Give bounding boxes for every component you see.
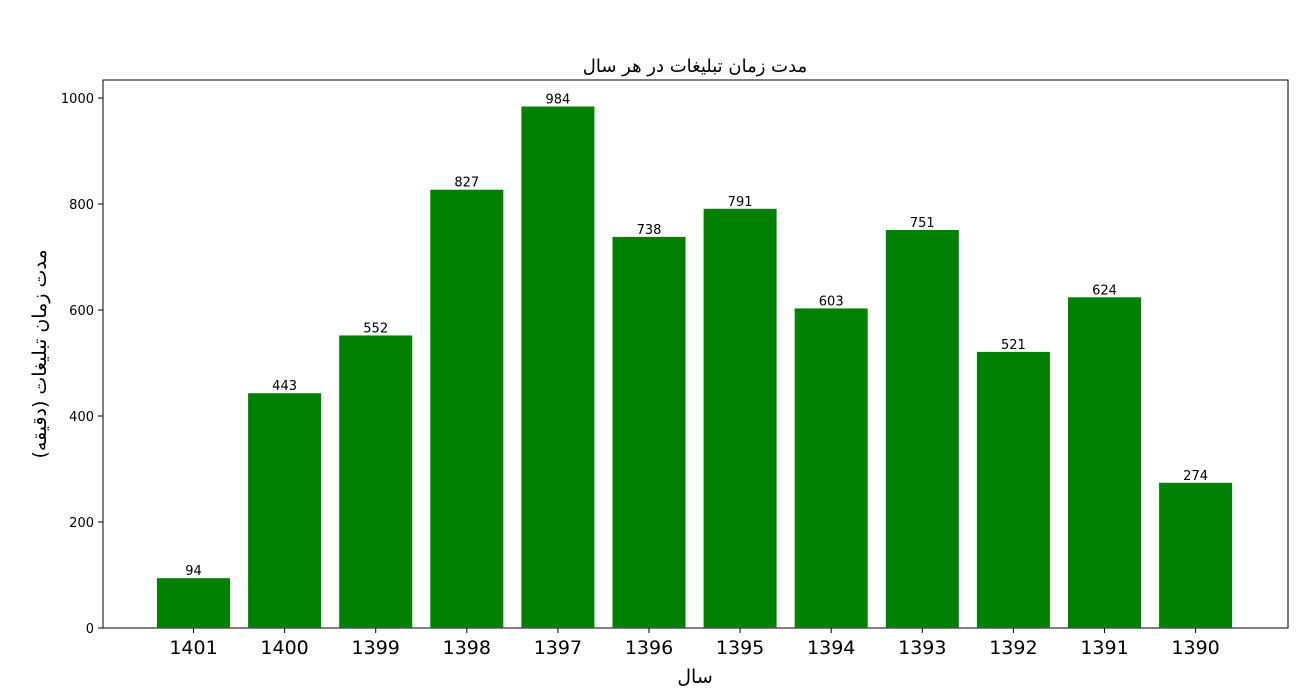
x-tick-label: 1400 — [260, 637, 308, 659]
bar-1401 — [157, 578, 230, 628]
y-tick-label: 800 — [69, 198, 94, 213]
bar-value-label: 521 — [1001, 338, 1026, 353]
bar-value-label: 603 — [819, 294, 844, 309]
bar-value-label: 984 — [545, 92, 570, 107]
x-tick-label: 1395 — [716, 637, 764, 659]
bar-1393 — [885, 229, 959, 628]
x-tick-label: 1399 — [352, 637, 400, 659]
y-tick-label: 0 — [86, 622, 94, 637]
y-tick-label: 1000 — [61, 92, 94, 107]
bar-1391 — [1068, 297, 1141, 628]
x-tick-label: 1391 — [1080, 637, 1128, 659]
x-tick-label: 1393 — [898, 637, 946, 659]
bar-1396 — [612, 236, 686, 628]
bar-value-label: 791 — [728, 195, 753, 210]
x-tick-label: 1398 — [443, 637, 491, 659]
x-tick-label: 1390 — [1171, 637, 1219, 659]
bar-value-label: 624 — [1092, 283, 1117, 298]
x-axis-label: سال — [677, 666, 713, 688]
x-tick-label: 1397 — [534, 637, 582, 659]
bar-1390 — [1159, 482, 1233, 628]
y-axis: 0 200 400 600 800 1000 — [61, 92, 103, 637]
x-axis: 1401 1400 1399 1398 1397 1396 1395 1394 1393 1392… — [169, 628, 1220, 659]
bar-1397 — [521, 106, 595, 629]
bar-value-label: 738 — [637, 223, 662, 238]
x-tick-label: 1392 — [989, 637, 1037, 659]
chart-title: مدت زمان تبلیغات در هر سال — [583, 56, 807, 77]
bar-labels: 94 443 552 827 984 738 791 603 751 521 624 274 — [185, 92, 1208, 579]
bar-value-label: 552 — [363, 321, 388, 336]
bar-value-label: 274 — [1183, 469, 1208, 484]
y-axis-label: مدت زمان تبلیغات (دقیقه) — [29, 249, 51, 458]
plot-area — [102, 79, 1289, 629]
bar-1399 — [339, 335, 413, 628]
y-tick-label: 400 — [69, 410, 94, 425]
bar-1398 — [430, 189, 504, 628]
bar-1394 — [794, 308, 868, 628]
bar-value-label: 751 — [910, 216, 935, 231]
bar-value-label: 827 — [454, 176, 479, 191]
x-tick-label: 1394 — [807, 637, 855, 659]
bar-1395 — [703, 208, 777, 629]
bar-value-label: 443 — [272, 379, 297, 394]
x-tick-label: 1396 — [625, 637, 673, 659]
x-tick-label: 1401 — [169, 637, 217, 659]
bar-value-label: 94 — [185, 564, 202, 579]
bar-1392 — [976, 351, 1050, 628]
y-tick-label: 600 — [69, 304, 94, 319]
bars — [157, 106, 1233, 629]
y-tick-label: 200 — [69, 516, 94, 531]
bar-1400 — [248, 393, 322, 628]
